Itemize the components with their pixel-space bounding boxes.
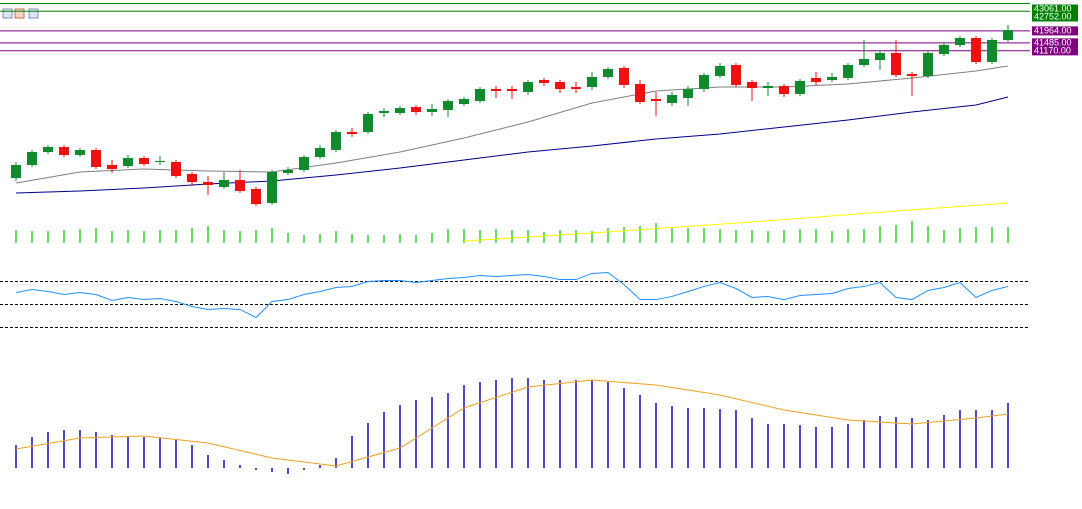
- candle-body: [75, 150, 85, 155]
- candle-body: [1003, 30, 1013, 40]
- candle-body: [763, 86, 773, 88]
- price-label: 41170.00: [1034, 45, 1071, 55]
- candle-body: [139, 158, 149, 164]
- moving-average: [15, 96, 1009, 194]
- candle-body: [363, 114, 373, 132]
- price-label-box: [1032, 26, 1078, 36]
- candle-body: [43, 147, 53, 152]
- candle-body: [955, 38, 965, 45]
- candle-body: [475, 89, 485, 101]
- candle-body: [379, 111, 389, 113]
- candle-body: [123, 158, 133, 166]
- candle-body: [347, 132, 357, 134]
- candle-body: [843, 65, 853, 78]
- candle-body: [635, 84, 645, 102]
- price-label: 41485.00: [1034, 37, 1072, 47]
- candle-body: [203, 182, 213, 185]
- candle-body: [891, 53, 901, 75]
- candle-body: [587, 77, 597, 87]
- candle-body: [155, 161, 165, 162]
- candle-body: [619, 68, 629, 85]
- price-label-box: [1032, 38, 1078, 48]
- candle-body: [571, 87, 581, 89]
- candle-body: [651, 99, 661, 101]
- candle-body: [235, 180, 245, 191]
- candle-body: [427, 109, 437, 112]
- candle-body: [331, 132, 341, 150]
- candle-body: [91, 150, 101, 167]
- candle-body: [459, 99, 469, 104]
- candle-body: [251, 189, 261, 204]
- icon: [14, 8, 25, 19]
- candle-body: [299, 157, 309, 170]
- candle-body: [283, 170, 293, 173]
- moving-average: [15, 65, 1009, 184]
- candle-body: [219, 180, 229, 187]
- candle-body: [795, 81, 805, 94]
- candle-body: [491, 89, 501, 91]
- price-label: 41964.00: [1034, 25, 1072, 35]
- candle-body: [667, 95, 677, 103]
- price-label-box: [1032, 4, 1078, 14]
- indicator-line: [15, 272, 1009, 319]
- price-label-box: [1032, 46, 1078, 56]
- candle-body: [267, 172, 277, 203]
- price-label: 42752.00: [1034, 11, 1072, 21]
- candle-body: [811, 78, 821, 82]
- candle-body: [747, 82, 757, 88]
- indicator-line: [15, 379, 1009, 467]
- candle-body: [699, 75, 709, 89]
- candle-body: [715, 66, 725, 76]
- toolbar-icons: [2, 8, 39, 19]
- candle-body: [939, 45, 949, 54]
- candle-body: [603, 69, 613, 77]
- price-label: 43061.00: [1034, 3, 1072, 13]
- candle-body: [507, 89, 517, 91]
- candle-body: [987, 40, 997, 62]
- candle-body: [187, 174, 197, 182]
- candle-body: [731, 65, 741, 85]
- candle-body: [971, 38, 981, 62]
- candle-body: [875, 53, 885, 60]
- candle-body: [27, 152, 37, 165]
- candle-body: [827, 77, 837, 80]
- candle-body: [539, 80, 549, 83]
- candle-body: [683, 89, 693, 98]
- candle-body: [443, 101, 453, 110]
- candle-body: [59, 147, 69, 155]
- icon: [2, 8, 13, 19]
- candle-body: [523, 82, 533, 92]
- candle-body: [779, 86, 789, 94]
- candle-body: [859, 59, 869, 65]
- candle-body: [315, 148, 325, 157]
- candle-body: [107, 165, 117, 169]
- candle-body: [171, 162, 181, 176]
- candle-body: [555, 82, 565, 89]
- candle-body: [395, 108, 405, 113]
- candle-body: [907, 74, 917, 76]
- candle-body: [923, 53, 933, 76]
- price-label-box: [1032, 12, 1078, 22]
- candle-body: [11, 165, 21, 178]
- icon: [28, 8, 39, 19]
- candle-body: [411, 107, 421, 112]
- indicator-line: [463, 202, 1009, 242]
